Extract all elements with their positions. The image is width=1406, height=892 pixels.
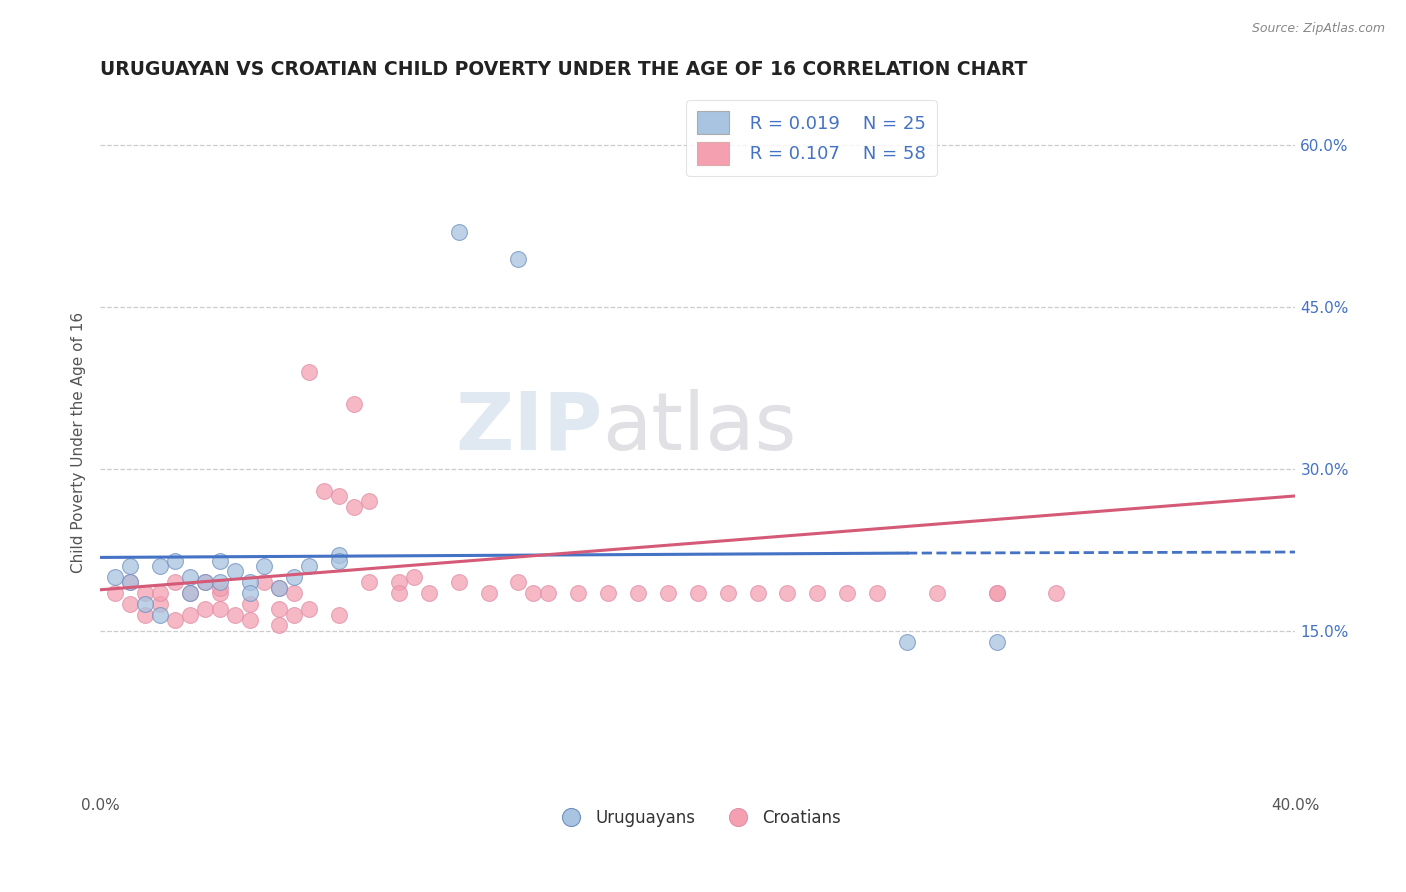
Point (194, 575, 217, 590)
Point (986, 586, 1008, 600)
Point (283, 607, 305, 622)
Point (134, 597, 156, 611)
Point (447, 575, 470, 590)
Point (657, 586, 679, 600)
Point (149, 607, 172, 622)
Point (269, 581, 291, 595)
Point (118, 559, 141, 574)
Point (508, 252, 530, 266)
Point (478, 586, 501, 600)
Point (806, 586, 828, 600)
Point (418, 586, 440, 600)
Point (283, 570, 305, 584)
Point (208, 581, 231, 595)
Point (925, 586, 948, 600)
Point (283, 586, 305, 600)
Point (208, 602, 231, 616)
Text: ZIP: ZIP (456, 389, 602, 467)
Point (208, 575, 231, 590)
Point (447, 225, 470, 239)
Point (179, 586, 201, 600)
Point (224, 565, 246, 579)
Point (837, 586, 859, 600)
Point (522, 586, 544, 600)
Point (269, 581, 291, 595)
Point (402, 570, 425, 584)
Point (298, 365, 321, 379)
Point (314, 483, 336, 498)
Point (149, 559, 172, 574)
Point (134, 586, 156, 600)
Point (627, 586, 650, 600)
Point (537, 586, 560, 600)
Point (388, 575, 411, 590)
Point (238, 613, 260, 627)
Point (508, 575, 530, 590)
Point (328, 554, 350, 568)
Point (179, 570, 201, 584)
Point (717, 586, 740, 600)
Point (194, 575, 217, 590)
Point (208, 586, 231, 600)
Point (253, 559, 276, 574)
Point (163, 613, 186, 627)
Point (269, 602, 291, 616)
Point (359, 575, 381, 590)
Point (269, 618, 291, 632)
Point (253, 575, 276, 590)
Point (328, 489, 350, 503)
Point (238, 575, 260, 590)
Point (328, 548, 350, 562)
Point (686, 586, 709, 600)
Point (328, 607, 350, 622)
Point (598, 586, 620, 600)
Y-axis label: Child Poverty Under the Age of 16: Child Poverty Under the Age of 16 (72, 311, 86, 573)
Point (208, 554, 231, 568)
Point (343, 500, 366, 514)
Text: URUGUAYAN VS CROATIAN CHILD POVERTY UNDER THE AGE OF 16 CORRELATION CHART: URUGUAYAN VS CROATIAN CHILD POVERTY UNDE… (100, 60, 1028, 78)
Point (149, 586, 172, 600)
Point (343, 397, 366, 411)
Point (238, 586, 260, 600)
Point (163, 554, 186, 568)
Point (118, 597, 141, 611)
Point (866, 586, 889, 600)
Point (986, 634, 1008, 648)
Point (149, 597, 172, 611)
Point (163, 575, 186, 590)
Point (179, 607, 201, 622)
Point (747, 586, 769, 600)
Point (224, 607, 246, 622)
Point (1045, 586, 1067, 600)
Point (104, 570, 127, 584)
Point (896, 634, 918, 648)
Point (179, 586, 201, 600)
Point (388, 586, 411, 600)
Point (298, 602, 321, 616)
Point (194, 602, 217, 616)
Point (134, 607, 156, 622)
Point (118, 575, 141, 590)
Point (104, 586, 127, 600)
Point (238, 597, 260, 611)
Point (118, 575, 141, 590)
Legend: Uruguayans, Croatians: Uruguayans, Croatians (547, 802, 848, 833)
Text: atlas: atlas (602, 389, 797, 467)
Point (986, 586, 1008, 600)
Text: Source: ZipAtlas.com: Source: ZipAtlas.com (1251, 22, 1385, 36)
Point (776, 586, 799, 600)
Point (359, 494, 381, 508)
Point (298, 559, 321, 574)
Point (567, 586, 589, 600)
